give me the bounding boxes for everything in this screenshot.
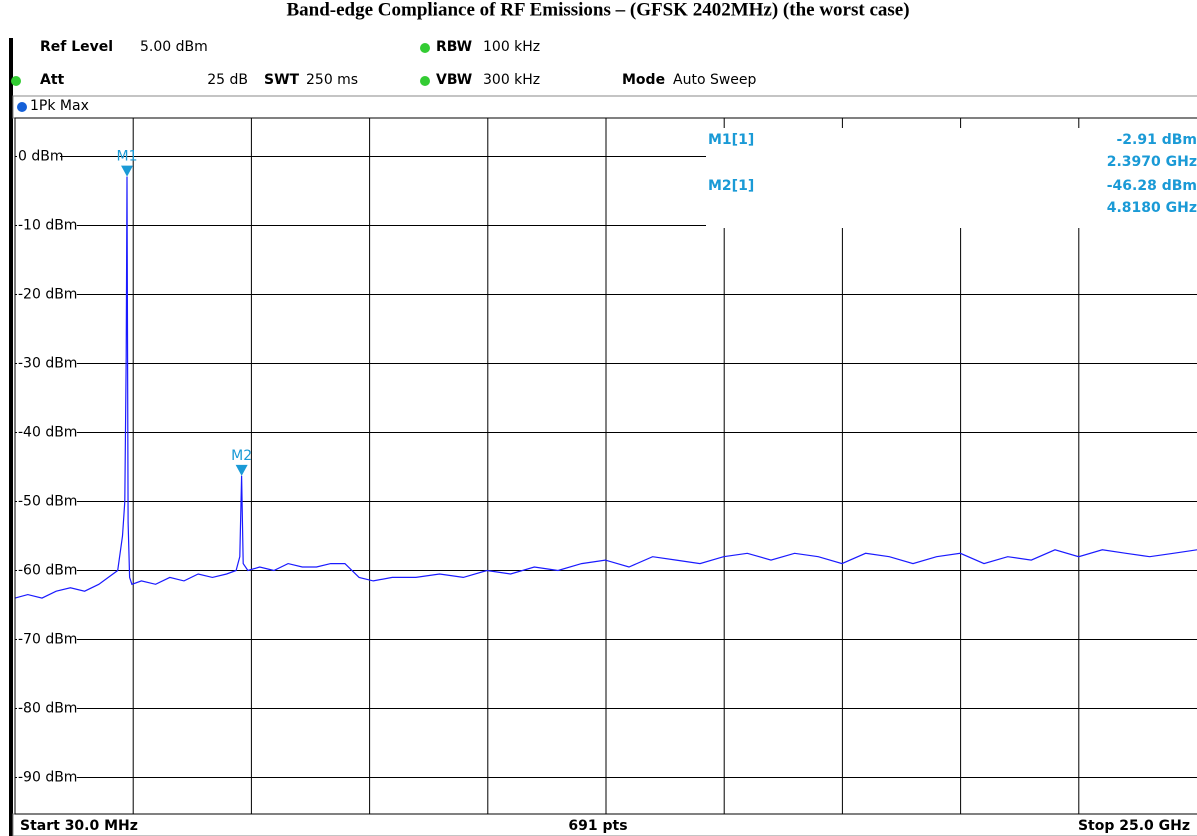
y-tick-label: -70 dBm xyxy=(18,632,77,648)
title: Band-edge Compliance of RF Emissions – (… xyxy=(286,0,909,20)
left-border xyxy=(9,38,13,836)
status-dot xyxy=(11,76,21,86)
vbw-label: VBW xyxy=(436,72,472,88)
y-tick-label: -50 dBm xyxy=(18,494,77,510)
tick-label-bg xyxy=(17,768,97,787)
trace-bar xyxy=(12,95,1197,119)
tick-label-bg xyxy=(17,699,97,718)
tick-label-bg xyxy=(17,147,97,166)
y-tick-label: -40 dBm xyxy=(18,425,77,441)
trace xyxy=(14,176,1197,599)
rbw: 100 kHz xyxy=(483,39,540,55)
vbw: 300 kHz xyxy=(483,72,540,88)
marker-readout-value: -2.91 dBm xyxy=(1116,132,1197,148)
tick-label-bg xyxy=(17,492,97,511)
marker-readout-label: M2[1] xyxy=(708,178,754,194)
status-dot xyxy=(420,76,430,86)
start-label: Start 30.0 MHz xyxy=(20,818,138,834)
y-tick-label: -30 dBm xyxy=(18,356,77,372)
tick-label-bg xyxy=(17,285,97,304)
trace-dot xyxy=(17,102,27,112)
swt-label: SWT xyxy=(264,72,300,88)
trace-label: 1Pk Max xyxy=(30,98,89,114)
marker-readout-x: 2.3970 GHz xyxy=(1107,154,1197,170)
marker-name: M1 xyxy=(117,149,138,165)
plot: 0 dBm -10 dBm -20 dBm -30 dBm -40 dBm -50 dBm… xyxy=(14,117,1197,815)
tick-label-bg xyxy=(17,561,97,580)
plot-frame xyxy=(14,117,1197,815)
y-tick-label: -60 dBm xyxy=(18,563,77,579)
att: 25 dB xyxy=(207,72,248,88)
y-tick-label: -20 dBm xyxy=(18,287,77,303)
att-label: Att xyxy=(40,72,65,88)
tick-label-bg xyxy=(17,354,97,373)
mode: Auto Sweep xyxy=(673,72,757,88)
tick-label-bg xyxy=(17,630,97,649)
mode-label: Mode xyxy=(622,72,665,88)
status-dot xyxy=(420,43,430,53)
marker xyxy=(235,464,248,476)
stop-label: Stop 25.0 GHz xyxy=(1078,818,1190,834)
marker-readout-value: -46.28 dBm xyxy=(1107,178,1197,194)
swt: 250 ms xyxy=(306,72,358,88)
y-tick-label: -80 dBm xyxy=(18,701,77,717)
marker-name: M2 xyxy=(231,448,252,464)
marker-readout-x: 4.8180 GHz xyxy=(1107,200,1197,216)
ref-level-label: Ref Level xyxy=(40,39,113,55)
points-label: 691 pts xyxy=(568,818,627,834)
marker xyxy=(121,165,134,177)
y-tick-label: 0 dBm xyxy=(18,149,64,165)
ref-level: 5.00 dBm xyxy=(140,39,208,55)
rbw-label: RBW xyxy=(436,39,472,55)
tick-label-bg xyxy=(17,216,97,235)
y-tick-label: -10 dBm xyxy=(18,218,77,234)
y-tick-label: -90 dBm xyxy=(18,770,77,786)
marker-table-bg xyxy=(706,128,1197,228)
tick-label-bg xyxy=(17,423,97,442)
marker-readout-label: M1[1] xyxy=(708,132,754,148)
